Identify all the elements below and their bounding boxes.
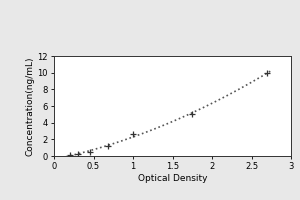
X-axis label: Optical Density: Optical Density: [138, 174, 207, 183]
Y-axis label: Concentration(ng/mL): Concentration(ng/mL): [26, 56, 34, 156]
